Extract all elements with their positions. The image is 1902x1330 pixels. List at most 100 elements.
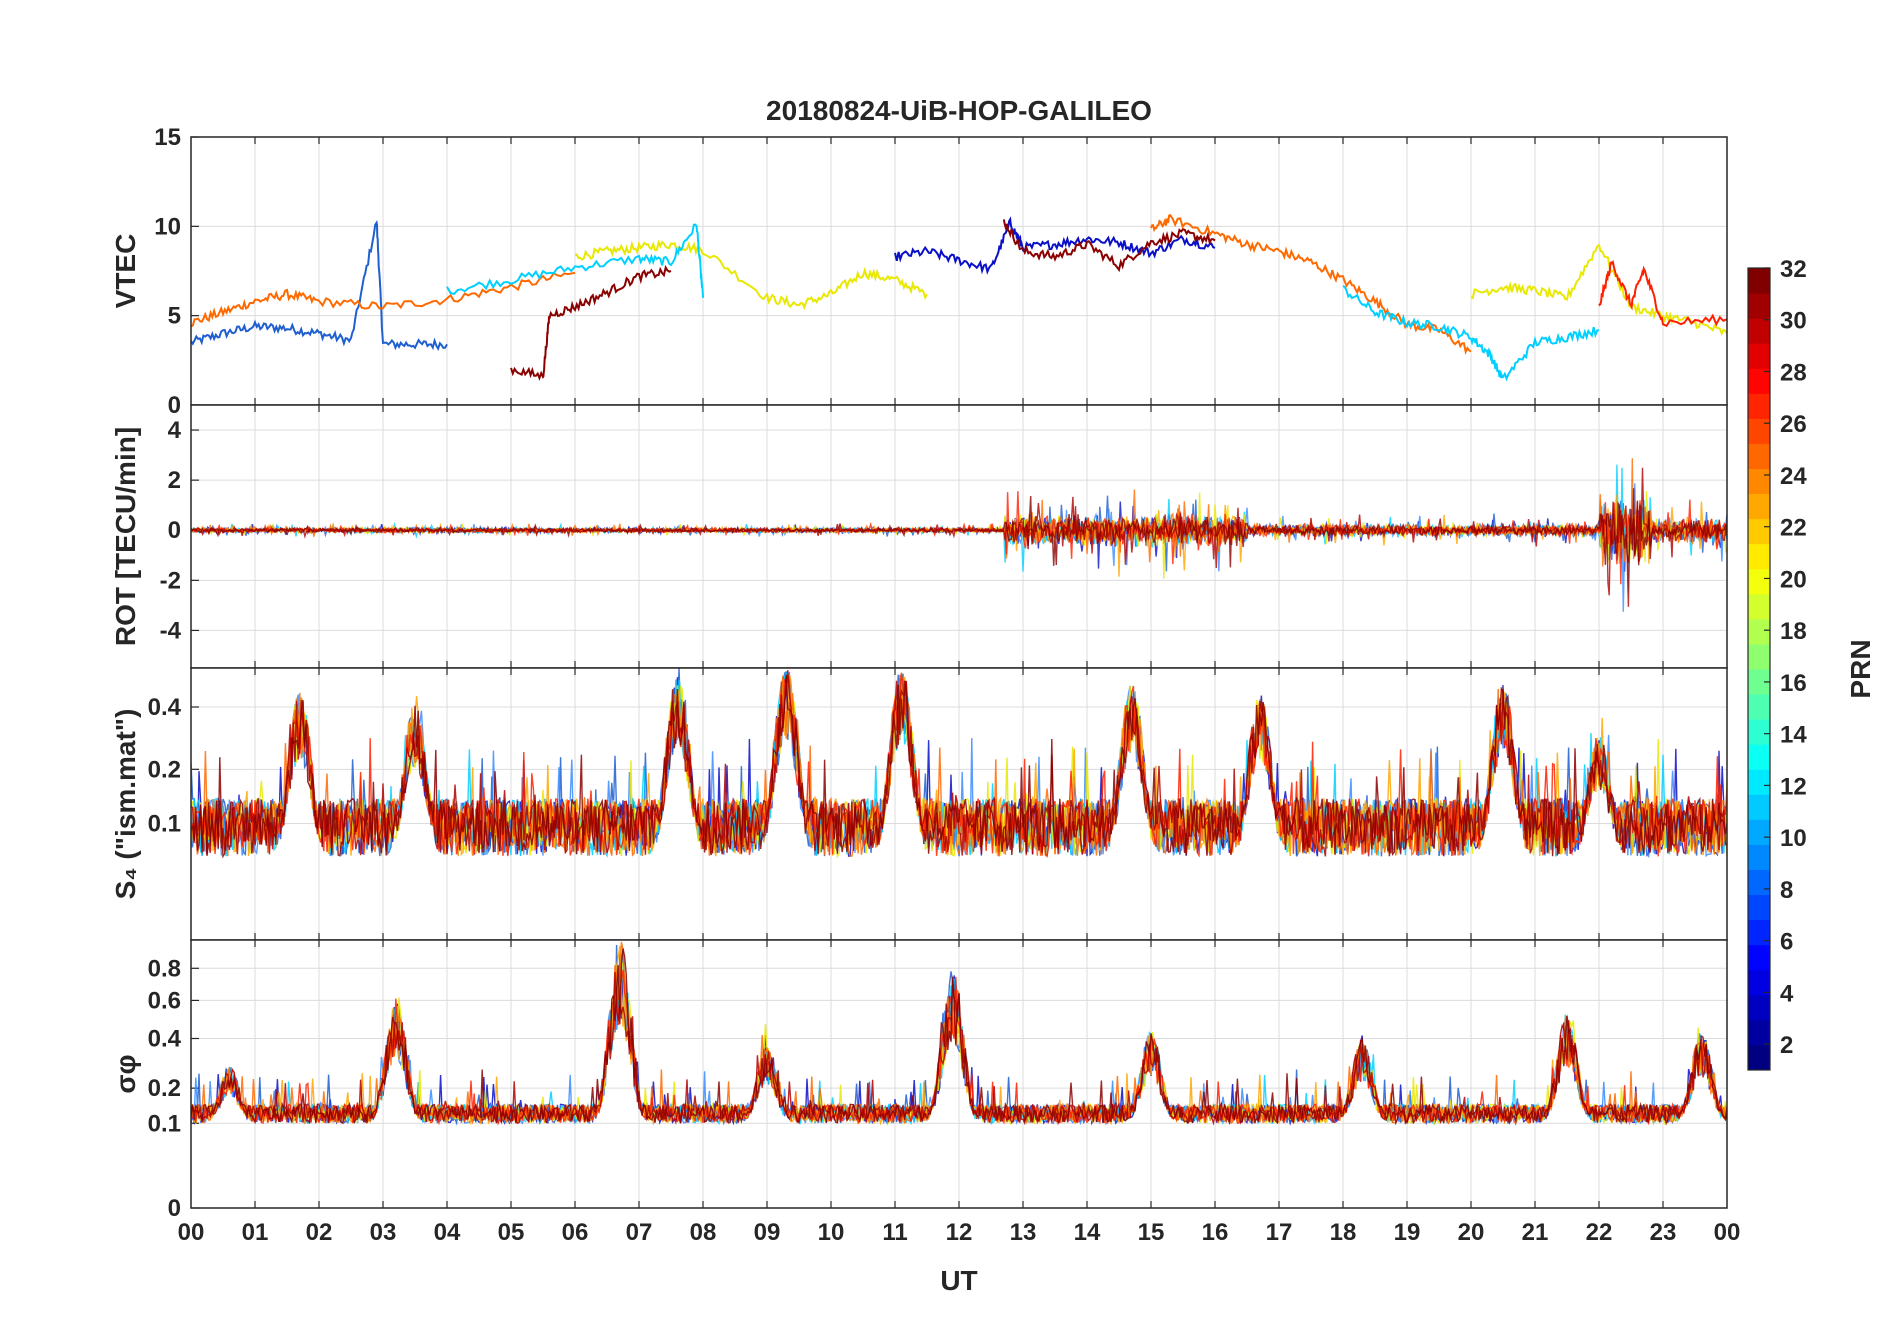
y-tick-label: -4 xyxy=(160,617,182,644)
colorbar-tick-label: 14 xyxy=(1780,722,1807,749)
series-group xyxy=(191,941,1727,1126)
x-tick-label: 06 xyxy=(562,1219,589,1246)
colorbar-segment xyxy=(1748,994,1770,1021)
colorbar-tick-label: 28 xyxy=(1780,359,1807,386)
x-tick-label: 14 xyxy=(1074,1219,1101,1246)
colorbar-label: PRN xyxy=(1845,639,1876,698)
panel-vtec: 0 5 10 15 VTEC xyxy=(110,124,1728,419)
x-tick-label: 13 xyxy=(1010,1219,1037,1246)
y-tick-label: 4 xyxy=(168,417,182,444)
series-line xyxy=(191,271,576,328)
y-tick-label: 2 xyxy=(168,467,181,494)
colorbar-segment xyxy=(1748,618,1770,645)
colorbar-tick-label: 22 xyxy=(1780,515,1807,542)
x-tick-label: 02 xyxy=(306,1219,333,1246)
colorbar-segment xyxy=(1748,518,1770,545)
colorbar-segment xyxy=(1748,543,1770,570)
x-tick-label: 21 xyxy=(1522,1219,1549,1246)
series-line xyxy=(191,969,1727,1126)
colorbar-segment xyxy=(1748,368,1770,394)
colorbar-tick-label: 20 xyxy=(1780,566,1807,593)
colorbar-tick-label: 8 xyxy=(1780,877,1793,904)
x-tick-label: 09 xyxy=(754,1219,781,1246)
colorbar-segment xyxy=(1748,443,1770,469)
colorbar-tick-label: 6 xyxy=(1780,929,1793,956)
colorbar-segment xyxy=(1748,468,1770,495)
colorbar-segment xyxy=(1748,944,1770,971)
colorbar-tick-label: 30 xyxy=(1780,308,1807,335)
x-tick-label: 22 xyxy=(1586,1219,1613,1246)
x-tick-label: 23 xyxy=(1650,1219,1677,1246)
colorbar-segment xyxy=(1748,1019,1770,1046)
x-tick-label: 07 xyxy=(626,1219,653,1246)
series-line xyxy=(574,239,928,311)
colorbar-segment xyxy=(1748,769,1770,795)
colorbar-tick-label: 24 xyxy=(1780,463,1807,490)
colorbar-segment xyxy=(1748,669,1770,695)
series-line xyxy=(446,223,704,298)
colorbar-frame xyxy=(1747,267,1771,1071)
x-tick-label: 00 xyxy=(1714,1219,1741,1246)
x-tick-labels: 00 01 02 03 04 05 06 07 08 09 10 11 12 13 14 15 16 17 18 19… xyxy=(178,1219,1741,1246)
colorbar-segment xyxy=(1748,844,1770,870)
series-line xyxy=(510,264,672,381)
colorbar-segment xyxy=(1748,268,1770,294)
y-tick-label: -2 xyxy=(160,567,181,594)
colorbar-tick-label: 4 xyxy=(1780,980,1794,1007)
colorbar-segment xyxy=(1748,568,1770,595)
colorbar-segment xyxy=(1748,869,1770,896)
series-line xyxy=(1150,213,1472,355)
x-tick-label: 17 xyxy=(1266,1219,1293,1246)
series-line xyxy=(191,674,1727,857)
colorbar-segment xyxy=(1748,744,1770,770)
chart-title: 20180824-UiB-HOP-GALILEO xyxy=(766,95,1152,126)
colorbar-tick-label: 12 xyxy=(1780,773,1807,800)
series-line xyxy=(1342,285,1600,382)
series-line xyxy=(191,674,1727,859)
colorbar-segment xyxy=(1748,318,1770,344)
series-group xyxy=(191,213,1727,382)
colorbar-segment xyxy=(1748,969,1770,996)
series-line xyxy=(1598,259,1727,328)
y-tick-label: 0.1 xyxy=(148,1110,181,1137)
colorbar-segment xyxy=(1748,894,1770,921)
x-tick-label: 15 xyxy=(1138,1219,1165,1246)
colorbar-segment xyxy=(1748,643,1770,670)
y-tick-label: 5 xyxy=(168,303,181,330)
y-tick-label: 0 xyxy=(168,1195,181,1222)
x-tick-label: 11 xyxy=(882,1219,907,1246)
x-tick-label: 08 xyxy=(690,1219,717,1246)
x-tick-label: 10 xyxy=(818,1219,845,1246)
y-tick-label: 0 xyxy=(168,517,181,544)
colorbar-tick-label: 16 xyxy=(1780,670,1807,697)
colorbar-tick-label: 26 xyxy=(1780,411,1807,438)
colorbar-segment xyxy=(1748,343,1770,369)
series-line xyxy=(191,948,1727,1126)
colorbar-segment xyxy=(1748,694,1770,720)
y-tick-label: 0.1 xyxy=(148,810,181,837)
x-tick-label: 05 xyxy=(498,1219,525,1246)
colorbar-tick-label: 2 xyxy=(1780,1032,1793,1059)
series-line xyxy=(191,488,1727,568)
colorbar-tick-label: 18 xyxy=(1780,618,1807,645)
y-tick-label: 15 xyxy=(154,124,181,151)
panels: 0 5 10 15 VTEC -4 -2 0 2 4 ROT [TECU/min] 0.1 0.2 0.4… xyxy=(110,124,1728,1222)
y-tick-label: 0.2 xyxy=(148,756,181,783)
colorbar-tick-label: 32 xyxy=(1780,256,1807,283)
series-line xyxy=(1470,243,1727,337)
y-tick-label: 0.4 xyxy=(148,1026,182,1053)
series-line xyxy=(894,216,1216,275)
y-axis-label: S₄ ("ism.mat") xyxy=(110,709,141,900)
panel-s4: 0.1 0.2 0.4 S₄ ("ism.mat") xyxy=(110,667,1728,941)
series-line xyxy=(191,467,1727,607)
series-line xyxy=(191,220,448,351)
y-axis-label: VTEC xyxy=(110,234,141,309)
series-group xyxy=(191,668,1727,859)
colorbar-segment xyxy=(1748,1044,1770,1071)
x-tick-label: 03 xyxy=(370,1219,397,1246)
x-tick-label: 00 xyxy=(178,1219,205,1246)
series-group xyxy=(191,458,1727,612)
axes-frame xyxy=(190,939,1728,1209)
y-tick-label: 0.6 xyxy=(148,987,181,1014)
